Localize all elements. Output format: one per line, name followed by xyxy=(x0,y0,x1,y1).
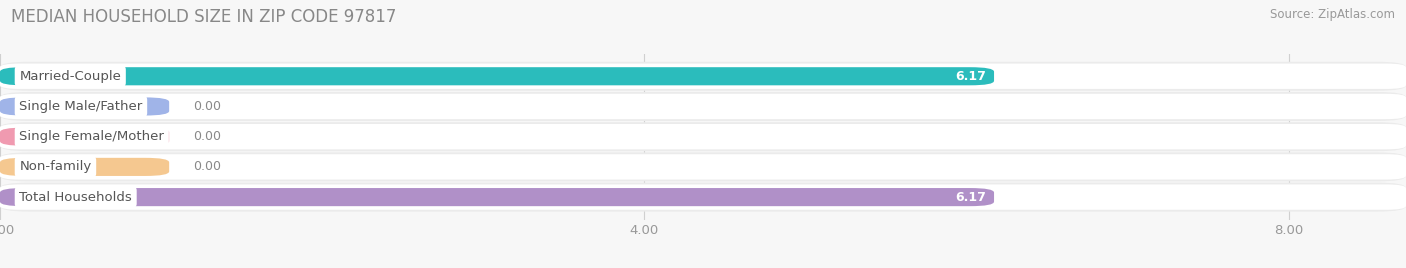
FancyBboxPatch shape xyxy=(0,184,1406,210)
Text: 0.00: 0.00 xyxy=(194,160,221,173)
Text: Married-Couple: Married-Couple xyxy=(20,70,121,83)
FancyBboxPatch shape xyxy=(0,154,1406,180)
Text: Total Households: Total Households xyxy=(20,191,132,204)
FancyBboxPatch shape xyxy=(0,97,169,116)
Text: 6.17: 6.17 xyxy=(955,191,986,204)
FancyBboxPatch shape xyxy=(0,152,1406,181)
FancyBboxPatch shape xyxy=(0,124,1406,149)
FancyBboxPatch shape xyxy=(0,158,169,176)
Text: Source: ZipAtlas.com: Source: ZipAtlas.com xyxy=(1270,8,1395,21)
FancyBboxPatch shape xyxy=(0,67,994,85)
FancyBboxPatch shape xyxy=(0,62,1406,91)
Text: Single Male/Father: Single Male/Father xyxy=(20,100,142,113)
FancyBboxPatch shape xyxy=(0,92,1406,121)
Text: 0.00: 0.00 xyxy=(194,130,221,143)
Text: 0.00: 0.00 xyxy=(194,100,221,113)
FancyBboxPatch shape xyxy=(0,94,1406,119)
Text: Single Female/Mother: Single Female/Mother xyxy=(20,130,165,143)
FancyBboxPatch shape xyxy=(0,128,169,146)
Text: Non-family: Non-family xyxy=(20,160,91,173)
FancyBboxPatch shape xyxy=(0,64,1406,89)
FancyBboxPatch shape xyxy=(0,188,994,206)
Text: 6.17: 6.17 xyxy=(955,70,986,83)
FancyBboxPatch shape xyxy=(0,183,1406,212)
Text: MEDIAN HOUSEHOLD SIZE IN ZIP CODE 97817: MEDIAN HOUSEHOLD SIZE IN ZIP CODE 97817 xyxy=(11,8,396,26)
FancyBboxPatch shape xyxy=(0,122,1406,151)
